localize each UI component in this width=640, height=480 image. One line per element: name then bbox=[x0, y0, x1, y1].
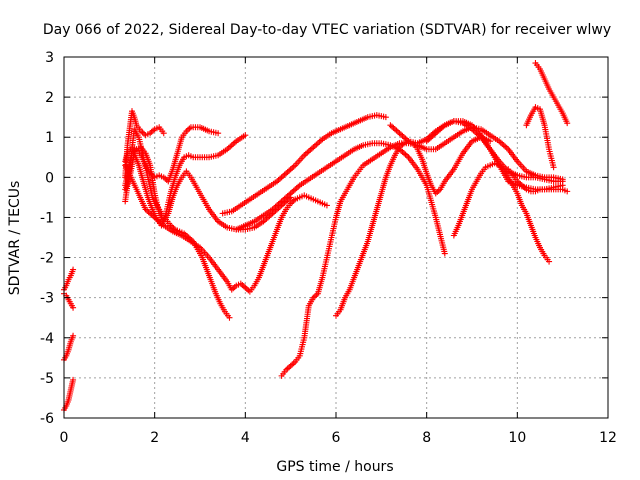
data-point bbox=[70, 304, 77, 311]
series-s19 bbox=[532, 60, 571, 127]
y-tick-label: -1 bbox=[40, 210, 54, 226]
data-point bbox=[559, 178, 566, 185]
data-point bbox=[70, 332, 77, 339]
data-point bbox=[564, 188, 571, 195]
data-point bbox=[226, 314, 233, 321]
y-tick-label: 2 bbox=[45, 90, 54, 106]
data-point bbox=[70, 376, 77, 383]
data-point bbox=[242, 132, 249, 139]
y-tick-label: 3 bbox=[45, 50, 54, 66]
x-tick-label: 2 bbox=[150, 430, 159, 446]
data-point bbox=[550, 164, 557, 171]
y-tick-label: -3 bbox=[40, 291, 54, 307]
x-tick-label: 10 bbox=[508, 430, 526, 446]
series-s16 bbox=[423, 118, 566, 185]
y-tick-label: -6 bbox=[40, 411, 54, 427]
data-point bbox=[546, 258, 553, 265]
chart-title: Day 066 of 2022, Sidereal Day-to-day VTE… bbox=[43, 22, 611, 38]
x-tick-label: 0 bbox=[60, 430, 69, 446]
data-point bbox=[382, 114, 389, 121]
x-tick-label: 6 bbox=[332, 430, 341, 446]
data-point bbox=[160, 130, 167, 137]
data-point bbox=[215, 130, 222, 137]
y-tick-label: -2 bbox=[40, 251, 54, 267]
series-s4 bbox=[61, 376, 77, 413]
x-axis-title: GPS time / hours bbox=[276, 459, 393, 475]
series-s20 bbox=[505, 166, 571, 195]
y-tick-label: 0 bbox=[45, 170, 54, 186]
x-tick-label: 4 bbox=[241, 430, 250, 446]
data-point bbox=[487, 138, 494, 145]
data-point bbox=[441, 250, 448, 257]
series-s17 bbox=[450, 160, 553, 265]
series-s11 bbox=[219, 112, 389, 217]
x-tick-label: 12 bbox=[599, 430, 617, 446]
x-tick-label: 8 bbox=[422, 430, 431, 446]
y-axis-title: SDTVAR / TECUs bbox=[7, 181, 23, 296]
data-point bbox=[323, 202, 330, 209]
data-layer bbox=[61, 60, 571, 413]
y-tick-label: -5 bbox=[40, 371, 54, 387]
data-point bbox=[564, 120, 571, 127]
series-s1 bbox=[61, 266, 77, 293]
y-tick-label: 1 bbox=[45, 130, 54, 146]
series-s18 bbox=[523, 104, 557, 171]
series-s10 bbox=[122, 162, 330, 295]
data-point bbox=[70, 266, 77, 273]
axis-ticks bbox=[63, 56, 609, 419]
y-tick-label: -4 bbox=[40, 331, 54, 347]
